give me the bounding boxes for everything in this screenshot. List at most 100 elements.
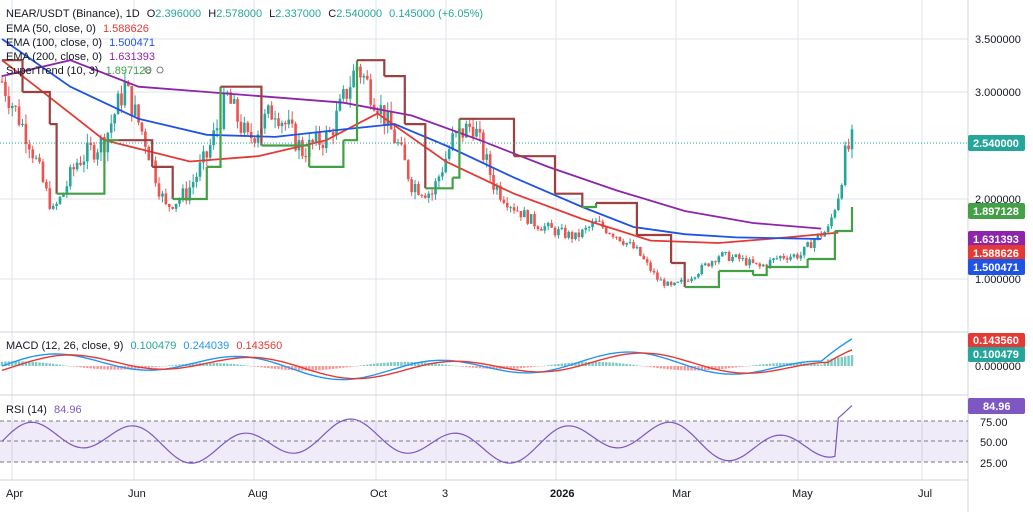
candle-body (109, 123, 113, 133)
eye-icon-2[interactable] (156, 66, 164, 74)
candle-body (676, 281, 680, 283)
candle-body (21, 123, 24, 126)
macd-histogram-bar (164, 365, 168, 367)
macd-histogram-bar (680, 366, 683, 371)
eye-icon[interactable] (144, 66, 152, 74)
candle-body (526, 210, 530, 224)
legend-symbol-row[interactable]: NEAR/USDT (Binance), 1D O2.396000 H2.578… (6, 8, 483, 20)
candle-body (468, 123, 471, 127)
macd-histogram-bar (396, 361, 400, 366)
macd-histogram-bar (17, 361, 21, 366)
macd-histogram-bar (58, 364, 62, 366)
candle-body (717, 256, 721, 263)
supertrend-segment (56, 140, 106, 195)
candle-body (383, 105, 386, 126)
legend-ema100-value: 1.500471 (109, 37, 155, 49)
candle-body (38, 157, 41, 162)
macd-histogram-bar (215, 363, 219, 366)
legend-ema100-row[interactable]: EMA (100, close, 0) 1.500471 (6, 37, 155, 49)
macd-histogram-bar (444, 364, 447, 366)
supertrend-segment (152, 165, 174, 199)
macd-histogram-bar (232, 364, 236, 366)
macd-histogram-bar (379, 363, 383, 366)
candle-body (290, 119, 294, 124)
candle-body (543, 226, 547, 231)
macd-histogram-bar (437, 363, 441, 366)
supertrend-segment (49, 122, 58, 194)
legend-macd-row[interactable]: MACD (12, 26, close, 9) 0.100479 0.24403… (6, 340, 282, 352)
macd-histogram-bar (161, 366, 164, 367)
macd-histogram-bar (536, 366, 540, 367)
candle-body (406, 160, 410, 180)
candle-body (423, 195, 427, 198)
candle-body (703, 263, 707, 266)
macd-signal-tag: 0.143560 (973, 335, 1019, 347)
candle-body (185, 188, 188, 201)
candle-body (840, 185, 844, 199)
macd-histogram-bar (178, 364, 181, 366)
supertrend-segment (596, 201, 639, 235)
legend-macd-label: MACD (12, 26, close, 9) (6, 340, 123, 352)
macd-histogram-bar (471, 366, 475, 368)
candle-body (758, 263, 762, 267)
legend[interactable]: NEAR/USDT (Binance), 1D O2.396000 H2.578… (6, 8, 483, 416)
candle-body (195, 176, 198, 183)
candle-body (161, 193, 164, 197)
candle-body (604, 227, 608, 234)
macd-histogram-bar (24, 361, 28, 366)
legend-ema50-row[interactable]: EMA (50, close, 0) 1.588626 (6, 23, 149, 35)
macd-histogram-bar (48, 363, 51, 366)
candle-body (331, 132, 335, 136)
macd-histogram-bar (751, 365, 755, 366)
macd-histogram-bar (352, 366, 355, 367)
macd-histogram-bar (581, 362, 584, 366)
candle-body (181, 188, 185, 200)
candle-body (208, 145, 212, 158)
macd-histogram-bar (615, 362, 618, 366)
candle-body (666, 281, 669, 286)
macd-histogram-bar (529, 366, 533, 368)
legend-ema200-row[interactable]: EMA (200, close, 0) 1.631393 (6, 51, 155, 63)
macd-histogram-bar (635, 365, 639, 366)
candle-body (499, 185, 502, 200)
candle-body (451, 133, 454, 150)
candle-body (96, 152, 99, 160)
candle-body (645, 259, 649, 263)
candle-body (430, 193, 434, 195)
candle-body (41, 161, 45, 182)
candle-body (273, 118, 277, 120)
candle-body (167, 204, 171, 207)
time-tick-3: 3 (442, 488, 448, 500)
macd-histogram-bar (704, 366, 707, 371)
legend-ema200-label: EMA (200, close, 0) (6, 51, 102, 63)
macd-histogram-bar (673, 366, 676, 370)
macd-histogram-bar (331, 366, 335, 369)
candle-body (427, 193, 431, 198)
legend-supertrend-row[interactable]: SuperTrend (10, 3) 1.897128 (6, 65, 151, 77)
macd-histogram-bar (69, 366, 72, 367)
macd-histogram-bar (738, 366, 741, 368)
legend-low-label: L (269, 8, 275, 20)
candle-body (365, 75, 369, 80)
time-axis: Apr Jun Aug Oct 3 2026 Mar May Jul (6, 488, 932, 500)
candle-body (461, 128, 465, 138)
macd-histogram-bar (133, 366, 137, 369)
candle-body (359, 66, 362, 78)
macd-histogram-bar (86, 366, 89, 369)
candle-body (775, 258, 779, 260)
macd-histogram-bar (110, 366, 113, 370)
candle-body (65, 186, 69, 194)
candle-body (72, 167, 75, 170)
macd-histogram-bar (403, 361, 407, 366)
macd-histogram-bar (75, 366, 79, 367)
ema200-tag: 1.631393 (973, 234, 1019, 246)
legend-rsi-row[interactable]: RSI (14) 84.96 (6, 404, 82, 416)
macd-histogram-bar (741, 366, 744, 367)
candles (0, 63, 854, 289)
candle-body (86, 142, 89, 162)
legend-high: 2.578000 (216, 8, 262, 20)
macd-histogram-bar (557, 363, 560, 366)
macd-histogram-bar (478, 366, 482, 369)
macd-histogram-bar (338, 366, 342, 369)
